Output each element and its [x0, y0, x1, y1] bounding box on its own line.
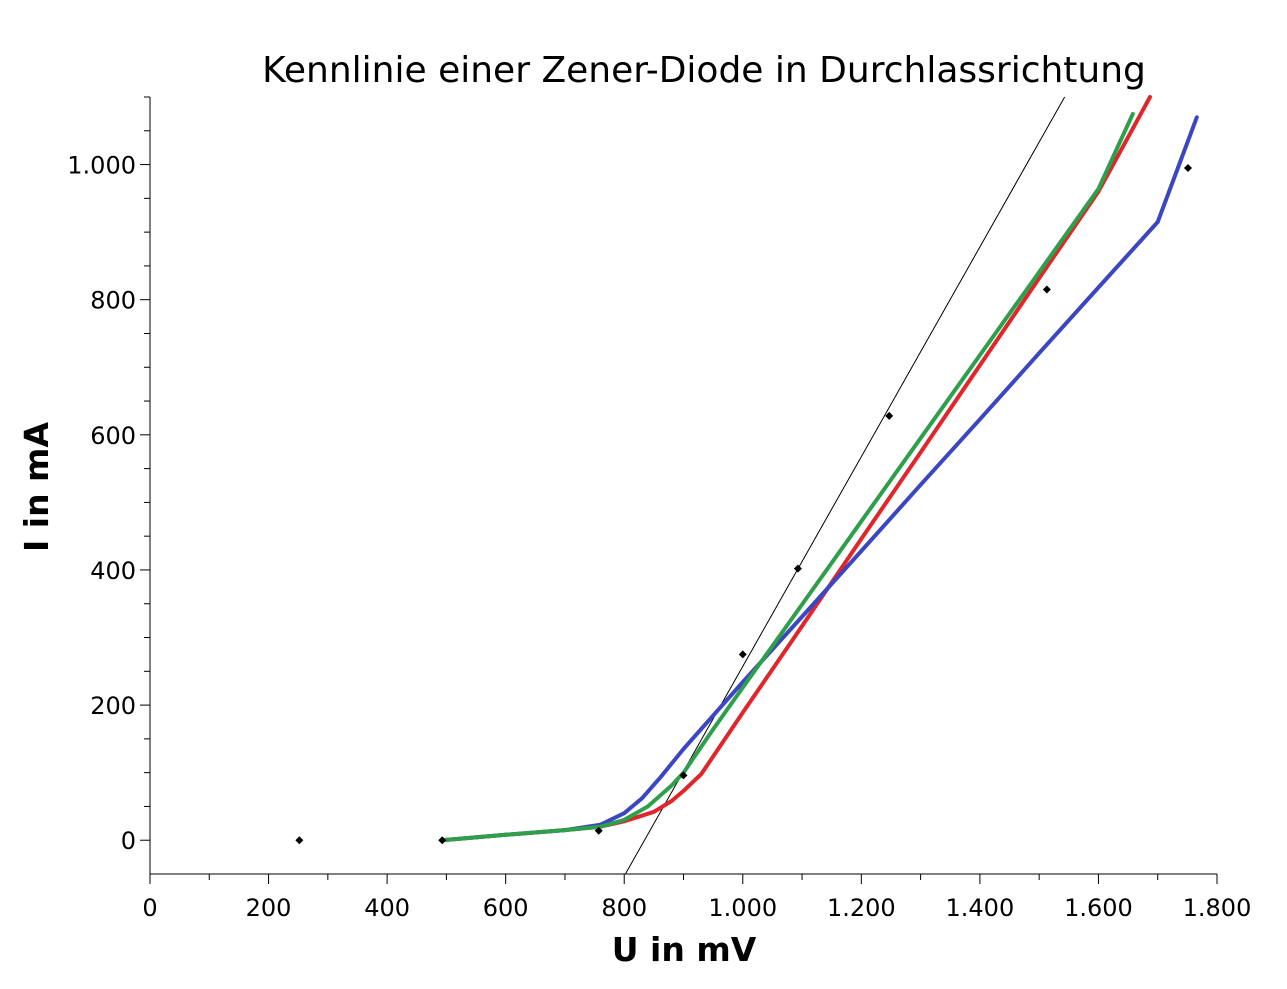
series-line-2	[440, 115, 1199, 843]
point-marker	[793, 564, 802, 573]
point-marker	[438, 836, 447, 845]
measured-point	[594, 826, 603, 835]
y-tick-label: 800	[90, 287, 136, 315]
x-tick-label: 1.200	[827, 894, 896, 922]
point-marker	[594, 826, 603, 835]
measured-point	[793, 564, 802, 573]
axes	[149, 97, 1217, 875]
x-tick-label: 600	[483, 894, 529, 922]
x-tick-label: 800	[601, 894, 647, 922]
measured-point	[885, 411, 894, 420]
tangent-line	[624, 96, 1066, 875]
plot-area	[440, 95, 1199, 875]
series-line-3	[440, 111, 1135, 843]
y-tick-label: 1.000	[67, 152, 136, 180]
x-tick-label: 200	[246, 894, 292, 922]
y-tick-label: 200	[90, 692, 136, 720]
measured-point	[438, 836, 447, 845]
y-tick-label: 400	[90, 557, 136, 585]
x-tick-label: 1.600	[1064, 894, 1133, 922]
measured-point	[738, 650, 747, 659]
measured-point	[1183, 163, 1192, 172]
x-tick-label: 1.400	[946, 894, 1015, 922]
y-axis-label: I in mA	[17, 422, 56, 552]
point-marker	[1183, 163, 1192, 172]
y-tick-label: 0	[121, 827, 136, 855]
point-marker	[1042, 285, 1051, 294]
point-marker	[679, 771, 688, 780]
point-marker	[738, 650, 747, 659]
x-tick-label: 400	[364, 894, 410, 922]
x-tick-label: 1.000	[708, 894, 777, 922]
measured-point	[679, 771, 688, 780]
series-line-1	[440, 95, 1152, 843]
x-tick-label: 0	[142, 894, 157, 922]
measured-point	[1042, 285, 1051, 294]
point-marker	[295, 836, 304, 845]
ticks: 0 200 400 600 800 1.000 1.200 1.400 1.600 1.800 0 2…	[67, 96, 1252, 922]
point-marker	[885, 411, 894, 420]
measured-point	[295, 836, 304, 845]
x-tick-label: 1.800	[1183, 894, 1252, 922]
y-tick-label: 600	[90, 422, 136, 450]
chart-title: Kennlinie einer Zener-Diode in Durchlass…	[262, 50, 1146, 91]
measured-points	[295, 163, 1192, 845]
x-axis-label: U in mV	[612, 930, 757, 969]
